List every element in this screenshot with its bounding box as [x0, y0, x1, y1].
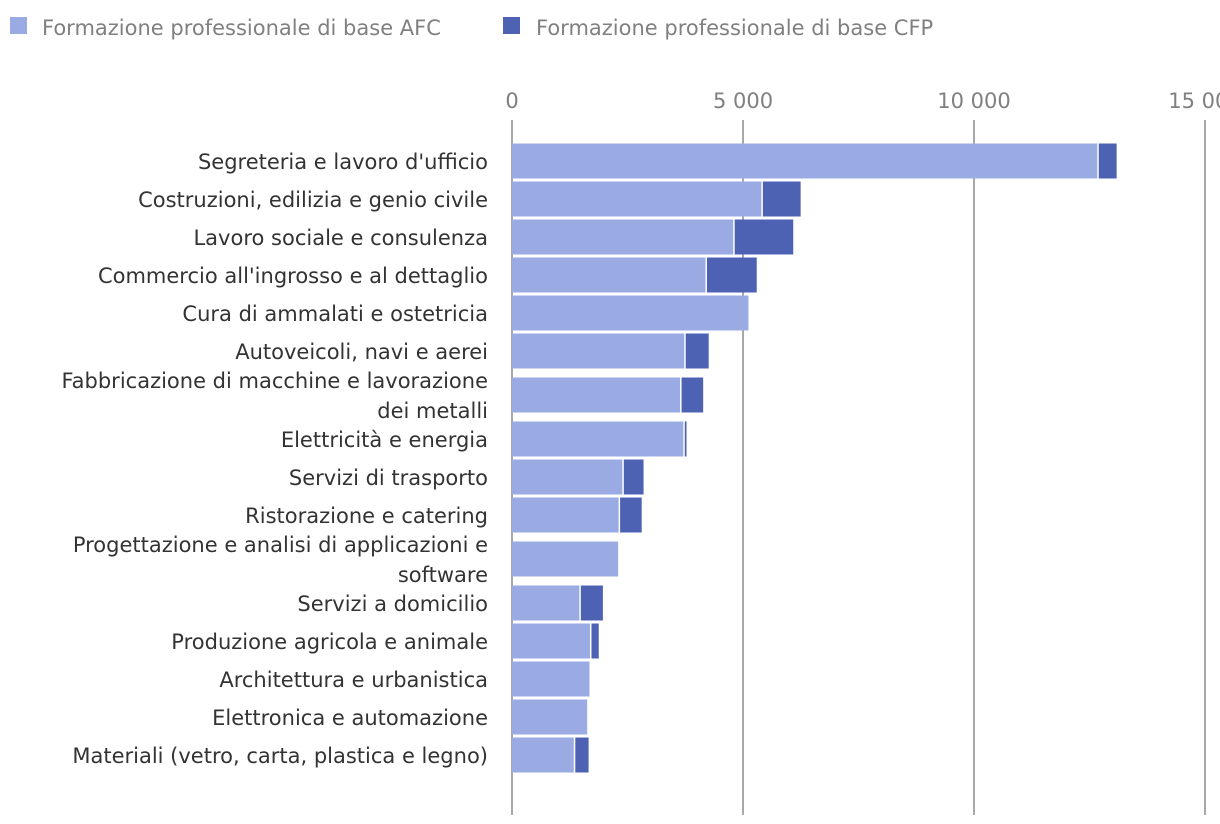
bar-afc [512, 585, 580, 621]
legend-label-afc: Formazione professionale di base AFC [42, 16, 441, 40]
category-label: Costruzioni, edilizia e genio civile [138, 188, 488, 212]
bar-cfp [762, 181, 801, 217]
x-tick-label: 10 000 [937, 89, 1010, 113]
category-label: Materiali (vetro, carta, plastica e legn… [72, 744, 488, 768]
bar-afc [512, 181, 762, 217]
category-label: software [398, 563, 488, 587]
category-label: Elettricità e energia [281, 428, 488, 452]
category-label: Elettronica e automazione [212, 706, 488, 730]
category-label: Autoveicoli, navi e aerei [235, 340, 488, 364]
category-label: Lavoro sociale e consulenza [193, 226, 488, 250]
bar-afc [512, 421, 684, 457]
x-axis-tick-labels: 0 5 000 10 000 15 000 [505, 89, 1220, 113]
bar-afc [512, 295, 749, 331]
category-label: Cura di ammalati e ostetricia [182, 302, 488, 326]
bar-cfp [623, 459, 644, 495]
bar-cfp [734, 219, 794, 255]
legend: Formazione professionale di base AFC For… [10, 16, 933, 40]
bar-afc [512, 661, 590, 697]
bar-afc [512, 623, 590, 659]
bar-afc [512, 497, 619, 533]
category-label: Ristorazione e catering [245, 504, 488, 528]
bar-afc [512, 737, 574, 773]
category-label: Segreteria e lavoro d'ufficio [198, 150, 488, 174]
category-label: Progettazione e analisi di applicazioni … [73, 533, 488, 557]
bar-afc [512, 541, 619, 577]
category-label: Commercio all'ingrosso e al dettaglio [98, 264, 488, 288]
bar-cfp [620, 497, 642, 533]
bar-cfp [681, 377, 704, 413]
category-label: dei metalli [377, 399, 488, 423]
legend-swatch-afc [10, 17, 27, 34]
bar-cfp [1098, 143, 1117, 179]
bar-afc [512, 143, 1098, 179]
category-label: Fabbricazione di macchine e lavorazione [62, 369, 489, 393]
x-tick-label: 15 000 [1168, 89, 1220, 113]
bar-cfp [580, 585, 603, 621]
bar-afc [512, 699, 588, 735]
category-label: Servizi di trasporto [289, 466, 488, 490]
bar-cfp [706, 257, 757, 293]
x-tick-label: 5 000 [713, 89, 773, 113]
bars [512, 143, 1117, 773]
bar-cfp [575, 737, 589, 773]
bar-cfp [591, 623, 599, 659]
category-label: Architettura e urbanistica [219, 668, 488, 692]
x-tick-label: 0 [505, 89, 518, 113]
category-labels: Segreteria e lavoro d'ufficio Costruzioni… [62, 150, 489, 768]
bar-cfp [684, 421, 687, 457]
legend-label-cfp: Formazione professionale di base CFP [536, 16, 933, 40]
bar-afc [512, 333, 685, 369]
category-label: Produzione agricola e animale [171, 630, 488, 654]
bar-afc [512, 257, 706, 293]
category-label: Servizi a domicilio [297, 592, 488, 616]
bar-afc [512, 219, 734, 255]
bar-afc [512, 459, 623, 495]
bar-cfp [685, 333, 709, 369]
bar-afc [512, 377, 681, 413]
legend-swatch-cfp [503, 17, 520, 34]
